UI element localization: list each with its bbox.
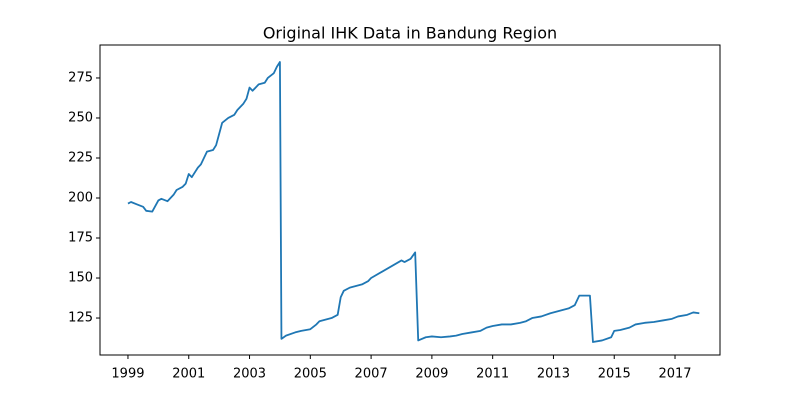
y-tick-label: 150	[68, 271, 93, 286]
y-tick-label: 200	[68, 190, 93, 205]
x-tick-label: 2009	[415, 367, 448, 382]
x-tick-label: 2013	[537, 367, 570, 382]
chart-title: Original IHK Data in Bandung Region	[263, 24, 557, 43]
x-tick-label: 2017	[658, 367, 691, 382]
x-tick-label: 2007	[355, 367, 388, 382]
y-tick-label: 175	[68, 231, 93, 246]
x-tick-label: 2015	[598, 367, 631, 382]
plot-frame	[99, 44, 721, 356]
y-tick-label: 250	[68, 110, 93, 125]
y-tick-label: 125	[68, 311, 93, 326]
x-tick-label: 1999	[111, 367, 144, 382]
x-tick-label: 2001	[172, 367, 205, 382]
x-tick-label: 2003	[233, 367, 266, 382]
y-tick-label: 275	[68, 70, 93, 85]
data-line	[127, 61, 700, 343]
y-tick-label: 225	[68, 150, 93, 165]
x-tick-label: 2005	[294, 367, 327, 382]
x-tick-label: 2011	[476, 367, 509, 382]
